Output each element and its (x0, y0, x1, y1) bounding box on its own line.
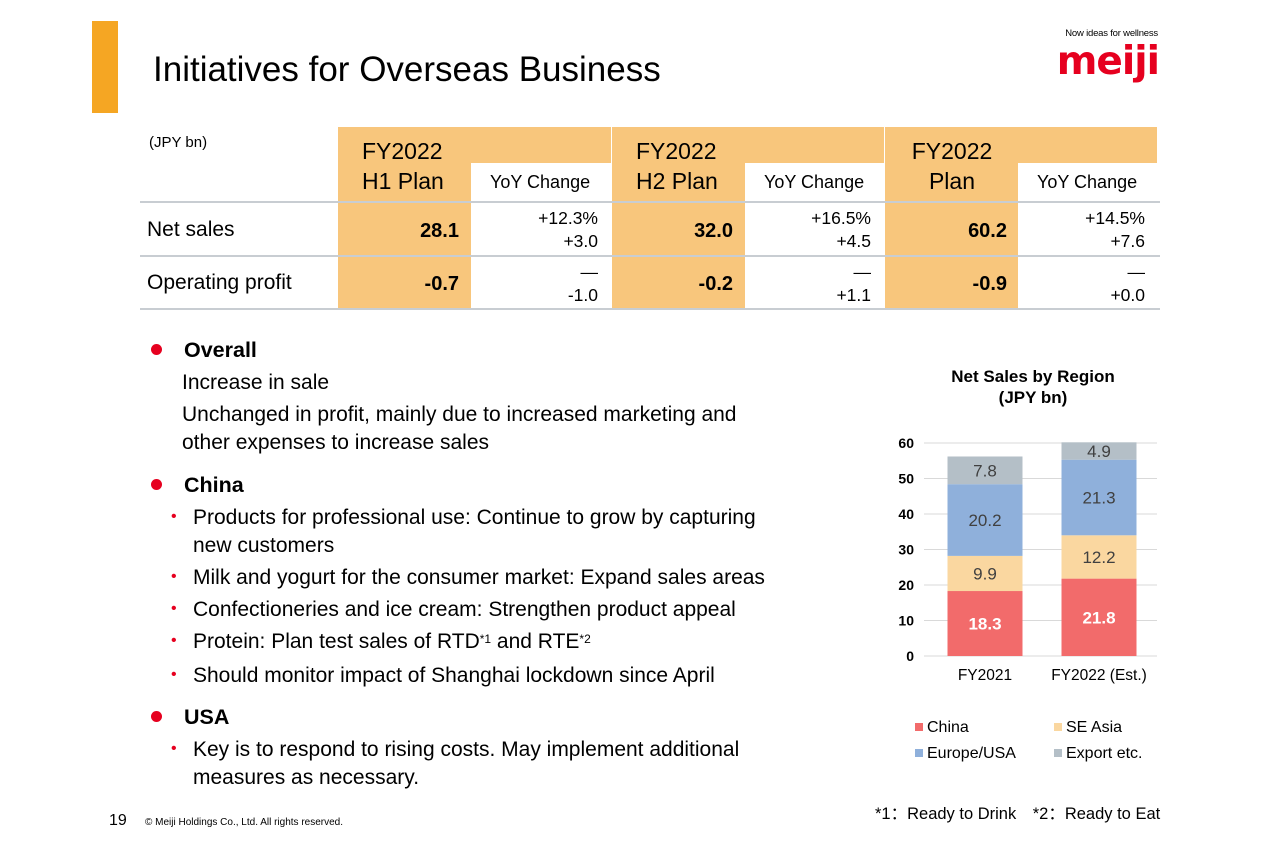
bullet-icon: • (171, 568, 177, 585)
table-cell-yoy: — +0.0 (1110, 262, 1145, 305)
legend-item-export: Export etc. (1054, 745, 1142, 763)
h1-plan-column-bg (338, 127, 471, 309)
h2-header: FY2022 H2 Plan (636, 138, 718, 194)
row-label-net-sales: Net sales (147, 218, 235, 241)
title-accent-bar (92, 21, 118, 113)
footnote: *1：Ready to Drink *2：Ready to Eat (875, 805, 1161, 823)
usa-bullet-cont: measures as necessary. (193, 766, 420, 789)
y-tick-label: 50 (898, 471, 914, 487)
y-tick-label: 20 (898, 577, 914, 593)
bar-segment (947, 456, 1023, 485)
table-divider (140, 308, 1160, 310)
h1-yoy-header: YoY Change (490, 172, 591, 192)
legend-swatch (915, 749, 923, 757)
data-label: 21.3 (1082, 488, 1115, 507)
bar-segment (1061, 578, 1137, 656)
y-tick-label: 60 (898, 435, 914, 451)
section-heading-usa: USA (184, 705, 230, 729)
plan-table: (JPY bn) FY2022 H1 Plan YoY Change FY202… (140, 127, 1160, 311)
overall-line: Unchanged in profit, mainly due to incre… (182, 403, 737, 426)
y-tick-label: 0 (906, 648, 914, 664)
legend-item-se-asia: SE Asia (1054, 719, 1122, 737)
row-label-operating-profit: Operating profit (147, 271, 292, 294)
bullet-icon: • (171, 632, 177, 649)
table-cell: -0.7 (424, 273, 459, 295)
china-bullet-cont: new customers (193, 534, 335, 557)
data-label: 9.9 (973, 564, 997, 583)
fy-yoy-header-bg (1018, 127, 1157, 163)
table-cell-yoy: — +1.1 (836, 262, 871, 305)
table-cell: 60.2 (968, 220, 1007, 242)
bar-segment (1061, 459, 1137, 536)
fy-yoy-header: YoY Change (1037, 172, 1138, 192)
table-cell: -0.2 (698, 273, 733, 295)
meiji-logo: Now ideas for wellness meiji (1040, 28, 1170, 88)
fy-plan-column-bg (885, 127, 1018, 309)
section-bullet-dot (151, 344, 162, 355)
table-divider (140, 255, 1160, 257)
china-bullet: Confectioneries and ice cream: Strengthe… (193, 598, 736, 621)
legend-item-europe-usa: Europe/USA (915, 745, 1016, 763)
net-sales-by-region-chart: 0 10 20 30 40 50 60 18.3 9.9 20.2 7.8 FY2021 21.8 12.… (898, 435, 1157, 684)
section-heading-overall: Overall (184, 338, 257, 362)
table-cell-yoy: +14.5% +7.6 (1085, 208, 1145, 251)
logo-tagline: Now ideas for wellness (1065, 28, 1158, 39)
table-unit: (JPY bn) (149, 134, 208, 151)
bar-segment (947, 591, 1023, 656)
china-bullet: Protein: Plan test sales of RTD*1 and RT… (193, 630, 591, 653)
table-cell-yoy: +16.5% +4.5 (811, 208, 871, 251)
bar-segment (947, 555, 1023, 592)
section-bullet-dot (151, 479, 162, 490)
y-tick-label: 40 (898, 506, 914, 522)
h1-yoy-header-bg (471, 127, 611, 163)
bullet-icon: • (171, 666, 177, 683)
x-tick-label: FY2021 (958, 667, 1012, 684)
logo-wordmark: meiji (1056, 39, 1160, 84)
china-bullet: Milk and yogurt for the consumer market:… (193, 566, 765, 589)
chart-title: Net Sales by Region (JPY bn) (951, 367, 1115, 407)
table-cell: 32.0 (694, 220, 733, 242)
table-divider (140, 201, 1160, 203)
y-tick-label: 30 (898, 542, 914, 558)
copyright: © Meiji Holdings Co., Ltd. All rights re… (145, 817, 344, 828)
bar-segment (1061, 535, 1137, 579)
overall-line: Increase in sale (182, 371, 330, 394)
bullet-icon: • (171, 508, 177, 525)
data-label: 7.8 (973, 461, 997, 480)
overall-line: other expenses to increase sales (182, 431, 490, 454)
data-label: 20.2 (968, 511, 1001, 530)
data-label: 18.3 (968, 615, 1001, 634)
page-number: 19 (109, 812, 127, 829)
table-cell-yoy: +12.3% +3.0 (538, 208, 598, 251)
h2-plan-column-bg (612, 127, 745, 309)
legend-item-china: China (915, 719, 969, 737)
data-label: 21.8 (1082, 608, 1115, 627)
table-cell-yoy: — -1.0 (567, 262, 598, 305)
bullet-icon: • (171, 600, 177, 617)
data-label: 12.2 (1082, 548, 1115, 567)
table-cell: -0.9 (972, 273, 1007, 295)
y-tick-label: 10 (898, 613, 914, 629)
fy-header: FY2022 Plan (911, 138, 993, 194)
china-bullet: Products for professional use: Continue … (193, 506, 756, 529)
bar-segment (947, 484, 1023, 556)
table-cell: 28.1 (420, 220, 459, 242)
usa-bullet: Key is to respond to rising costs. May i… (193, 738, 740, 761)
h2-yoy-header: YoY Change (764, 172, 865, 192)
h2-yoy-header-bg (745, 127, 884, 163)
legend-swatch (915, 723, 923, 731)
page-title: Initiatives for Overseas Business (153, 50, 661, 89)
china-bullet: Should monitor impact of Shanghai lockdo… (193, 664, 715, 687)
bullet-icon: • (171, 740, 177, 757)
data-label: 4.9 (1087, 442, 1111, 461)
bar-segment (1061, 442, 1137, 460)
legend-swatch (1054, 723, 1062, 731)
section-bullet-dot (151, 711, 162, 722)
legend-swatch (1054, 749, 1062, 757)
x-tick-label: FY2022 (Est.) (1051, 667, 1147, 684)
h1-header: FY2022 H1 Plan (362, 138, 444, 194)
section-heading-china: China (184, 473, 244, 497)
